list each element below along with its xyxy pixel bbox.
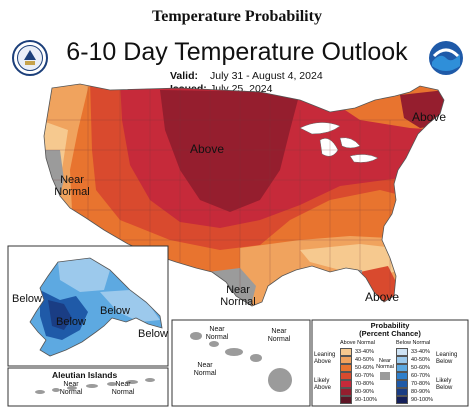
hawaii-near-normal-1: Near Normal bbox=[205, 326, 229, 341]
legend-below-swatch-3 bbox=[396, 371, 408, 380]
legend-below-swatch-5 bbox=[396, 387, 408, 396]
label-above-central: Above bbox=[190, 142, 225, 156]
legend-below-bin-2: 50-60% bbox=[396, 363, 433, 372]
valid-value: July 31 - August 4, 2024 bbox=[210, 70, 323, 82]
legend-title: Probability (Percent Chance) bbox=[312, 322, 468, 338]
legend-above-label-0: 33-40% bbox=[355, 348, 374, 355]
noaa-logo-icon bbox=[429, 41, 463, 75]
legend-below-bin-6: 90-100% bbox=[396, 395, 434, 404]
legend-below-swatch-2 bbox=[396, 363, 408, 372]
legend-below-label-5: 80-90% bbox=[411, 388, 430, 395]
label-above-northeast: Above bbox=[412, 110, 447, 124]
legend-below-label-1: 40-50% bbox=[411, 356, 430, 363]
legend-near-swatch bbox=[380, 372, 390, 380]
legend-below-bins: 33-40% 40-50% 50-60% 60-70% 70-80% 80-90% 90-1… bbox=[396, 347, 434, 404]
label-near-normal-texas: Near Normal bbox=[220, 284, 256, 308]
legend-above-swatch-0 bbox=[340, 347, 352, 356]
hawaii-near-normal-2: Near Normal bbox=[267, 328, 291, 343]
legend-above-label-3: 60-70% bbox=[355, 372, 374, 379]
label-above-florida: Above bbox=[365, 290, 400, 304]
legend-above-label-6: 90-100% bbox=[355, 396, 378, 403]
legend-above-bin-4: 70-80% bbox=[340, 379, 377, 388]
legend-near-label: Near Normal bbox=[376, 358, 394, 370]
legend-below-label-2: 50-60% bbox=[411, 364, 430, 371]
legend-above-swatch-1 bbox=[340, 355, 352, 364]
valid-label: Valid: bbox=[170, 70, 199, 82]
legend-above-swatch-5 bbox=[340, 387, 352, 396]
legend-likely-above: Likely Above bbox=[314, 378, 332, 391]
legend-title-text: Probability bbox=[370, 321, 410, 330]
hawaii-near-normal-3: Near Normal bbox=[193, 362, 217, 377]
legend-below-label-0: 33-40% bbox=[411, 348, 430, 355]
legend-below-label-6: 90-100% bbox=[411, 396, 434, 403]
legend-below-bin-4: 70-80% bbox=[396, 379, 433, 388]
commerce-seal-icon bbox=[12, 40, 48, 76]
legend-above-bin-3: 60-70% bbox=[340, 371, 377, 380]
legend-below-bin-0: 33-40% bbox=[396, 347, 433, 356]
page-title: Temperature Probability bbox=[152, 8, 322, 25]
legend-above-bin-6: 90-100% bbox=[340, 395, 378, 404]
label-below-alaska-east: Below bbox=[100, 305, 130, 317]
legend-above-bins: 33-40% 40-50% 50-60% 60-70% 70-80% 80-90% 90-1… bbox=[340, 347, 378, 404]
legend-subtitle: (Percent Chance) bbox=[359, 329, 421, 338]
legend-leaning-below: Leaning Below bbox=[436, 352, 458, 365]
legend-above-header: Above Normal bbox=[340, 340, 375, 346]
legend-below-swatch-0 bbox=[396, 347, 408, 356]
legend-above-swatch-6 bbox=[340, 395, 352, 404]
legend-above-label-1: 40-50% bbox=[355, 356, 374, 363]
legend-above-bin-1: 40-50% bbox=[340, 355, 377, 364]
label-below-alaska-southeast: Below bbox=[138, 328, 168, 340]
legend-above-bin-2: 50-60% bbox=[340, 363, 377, 372]
legend-above-swatch-4 bbox=[340, 379, 352, 388]
label-below-alaska-central: Below bbox=[56, 316, 86, 328]
aleutian-near-normal-2: Near Normal bbox=[111, 381, 135, 396]
legend-above-label-4: 70-80% bbox=[355, 380, 374, 387]
legend-leaning-above: Leaning Above bbox=[314, 352, 336, 365]
label-near-normal-west: Near Normal bbox=[54, 174, 90, 198]
map-title: 6-10 Day Temperature Outlook bbox=[66, 38, 408, 66]
aleutian-near-normal-1: Near Normal bbox=[59, 381, 83, 396]
legend-likely-below: Likely Below bbox=[436, 378, 453, 391]
legend-below-swatch-4 bbox=[396, 379, 408, 388]
legend-above-label-2: 50-60% bbox=[355, 364, 374, 371]
aleutian-title: Aleutian Islands bbox=[52, 370, 118, 380]
legend-below-label-4: 70-80% bbox=[411, 380, 430, 387]
legend-above-bin-0: 33-40% bbox=[340, 347, 377, 356]
legend-below-header: Below Normal bbox=[396, 340, 431, 346]
legend-above-label-5: 80-90% bbox=[355, 388, 374, 395]
legend-below-bin-5: 80-90% bbox=[396, 387, 433, 396]
legend-below-swatch-6 bbox=[396, 395, 408, 404]
legend-below-label-3: 60-70% bbox=[411, 372, 430, 379]
legend-above-swatch-3 bbox=[340, 371, 352, 380]
legend-below-bin-3: 60-70% bbox=[396, 371, 433, 380]
legend-above-bin-5: 80-90% bbox=[340, 387, 377, 396]
legend-below-swatch-1 bbox=[396, 355, 408, 364]
label-below-alaska-west: Below bbox=[12, 293, 42, 305]
legend-above-swatch-2 bbox=[340, 363, 352, 372]
legend-below-bin-1: 40-50% bbox=[396, 355, 433, 364]
